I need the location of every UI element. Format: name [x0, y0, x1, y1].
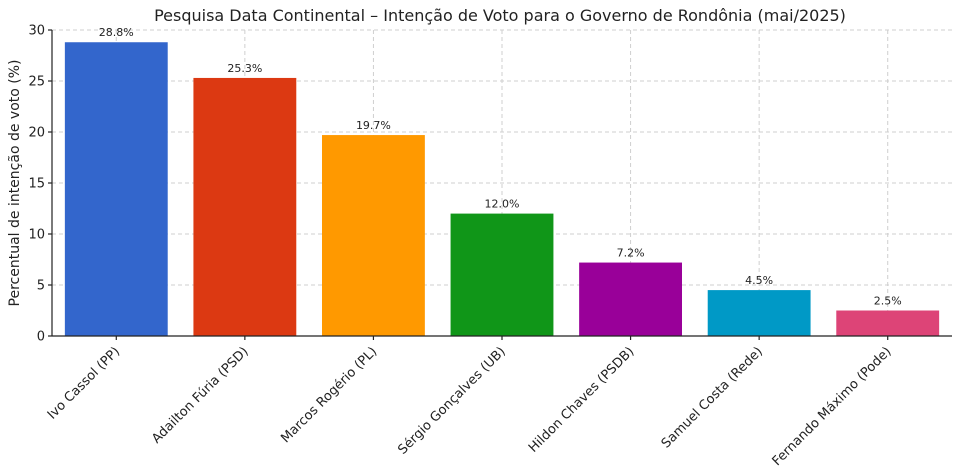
data-label: 19.7% — [356, 119, 391, 132]
y-tick-label: 10 — [28, 228, 45, 243]
data-label: 4.5% — [745, 274, 773, 287]
y-tick-label: 5 — [37, 279, 45, 294]
x-tick-label: Hildon Chaves (PSDB) — [526, 344, 637, 455]
y-tick-label: 30 — [28, 24, 45, 39]
x-tick-label: Adailton Fúria (PSD) — [149, 344, 251, 446]
data-label: 28.8% — [99, 26, 134, 39]
chart-title: Pesquisa Data Continental – Intenção de … — [154, 6, 846, 25]
bar — [707, 290, 811, 336]
y-tick-label: 15 — [28, 177, 45, 192]
bar — [322, 135, 425, 336]
y-axis-label: Percentual de intenção de voto (%) — [7, 60, 23, 307]
y-tick-label: 20 — [28, 126, 45, 141]
x-tick-label: Fernando Máximo (Pode) — [770, 344, 895, 469]
bar — [836, 310, 940, 336]
labels: 28.8% 25.3% 19.7% 12.0% 7.2% 4.5% 2.5% — [99, 26, 902, 307]
bar — [579, 262, 682, 336]
data-label: 12.0% — [485, 198, 520, 211]
x-tick-label: Sérgio Gonçalves (UB) — [395, 344, 508, 457]
x-tick-label: Ivo Cassol (PP) — [45, 344, 123, 422]
bar — [64, 42, 168, 337]
bar — [193, 77, 297, 336]
y-tick-label: 25 — [28, 75, 45, 90]
x-tick-label: Marcos Rogério (PL) — [278, 344, 380, 446]
data-label: 7.2% — [617, 247, 645, 260]
data-label: 2.5% — [874, 295, 902, 308]
bars — [64, 42, 940, 337]
y-tick-label: 0 — [37, 330, 45, 345]
data-label: 25.3% — [227, 62, 262, 75]
x-tick-label: Samuel Costa (Rede) — [659, 344, 766, 451]
bar — [450, 213, 554, 336]
